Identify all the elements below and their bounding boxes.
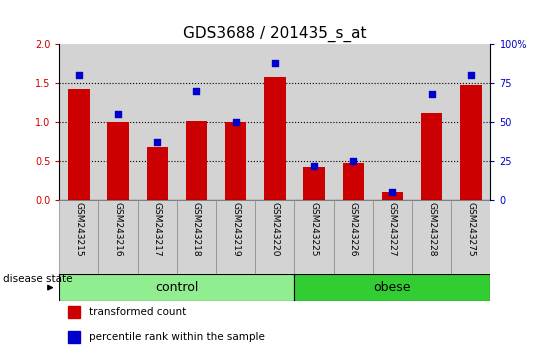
Bar	[99, 44, 137, 200]
Text: GSM243226: GSM243226	[349, 202, 358, 257]
Bar	[107, 122, 129, 200]
Bar	[294, 44, 334, 200]
Bar	[147, 147, 168, 200]
Bar	[303, 167, 325, 200]
Bar	[225, 122, 246, 200]
Point	[271, 60, 279, 66]
Bar	[412, 200, 451, 274]
Bar	[137, 200, 177, 274]
Text: GSM243228: GSM243228	[427, 202, 436, 257]
Bar	[255, 44, 294, 200]
Bar	[421, 113, 443, 200]
Point	[388, 189, 397, 195]
Bar	[460, 85, 482, 200]
Point	[153, 139, 162, 145]
Text: GSM243216: GSM243216	[114, 202, 122, 257]
Point	[192, 88, 201, 94]
Text: GSM243219: GSM243219	[231, 202, 240, 257]
Bar	[373, 44, 412, 200]
Bar	[177, 44, 216, 200]
Point	[349, 158, 357, 164]
Text: GSM243217: GSM243217	[153, 202, 162, 257]
Bar	[68, 306, 80, 318]
Text: disease state: disease state	[3, 274, 72, 284]
Text: GSM243227: GSM243227	[388, 202, 397, 257]
Text: transformed count: transformed count	[88, 307, 186, 317]
Bar	[99, 200, 137, 274]
Bar	[264, 77, 286, 200]
Bar	[373, 200, 412, 274]
Bar	[334, 200, 373, 274]
Bar	[342, 164, 364, 200]
Bar	[255, 200, 294, 274]
Bar	[59, 44, 99, 200]
Point	[114, 112, 122, 117]
Text: GSM243215: GSM243215	[74, 202, 84, 257]
Point	[467, 73, 475, 78]
Point	[74, 73, 83, 78]
Bar	[68, 90, 89, 200]
Text: obese: obese	[374, 281, 411, 294]
Bar	[216, 44, 255, 200]
Title: GDS3688 / 201435_s_at: GDS3688 / 201435_s_at	[183, 25, 367, 41]
Bar	[382, 192, 403, 200]
Text: GSM243220: GSM243220	[271, 202, 279, 257]
Bar	[59, 200, 99, 274]
Bar	[334, 44, 373, 200]
Bar	[294, 200, 334, 274]
Bar	[451, 200, 490, 274]
Bar	[186, 121, 208, 200]
Text: GSM243225: GSM243225	[309, 202, 319, 257]
Bar	[412, 44, 451, 200]
Bar	[59, 274, 294, 301]
Text: control: control	[155, 281, 198, 294]
Bar	[177, 200, 216, 274]
Text: percentile rank within the sample: percentile rank within the sample	[88, 332, 265, 342]
Bar	[294, 274, 490, 301]
Text: GSM243218: GSM243218	[192, 202, 201, 257]
Bar	[216, 200, 255, 274]
Bar	[451, 44, 490, 200]
Point	[231, 119, 240, 125]
Text: GSM243275: GSM243275	[466, 202, 475, 257]
Point	[310, 163, 319, 169]
Bar	[137, 44, 177, 200]
Point	[427, 91, 436, 97]
Bar	[68, 331, 80, 343]
